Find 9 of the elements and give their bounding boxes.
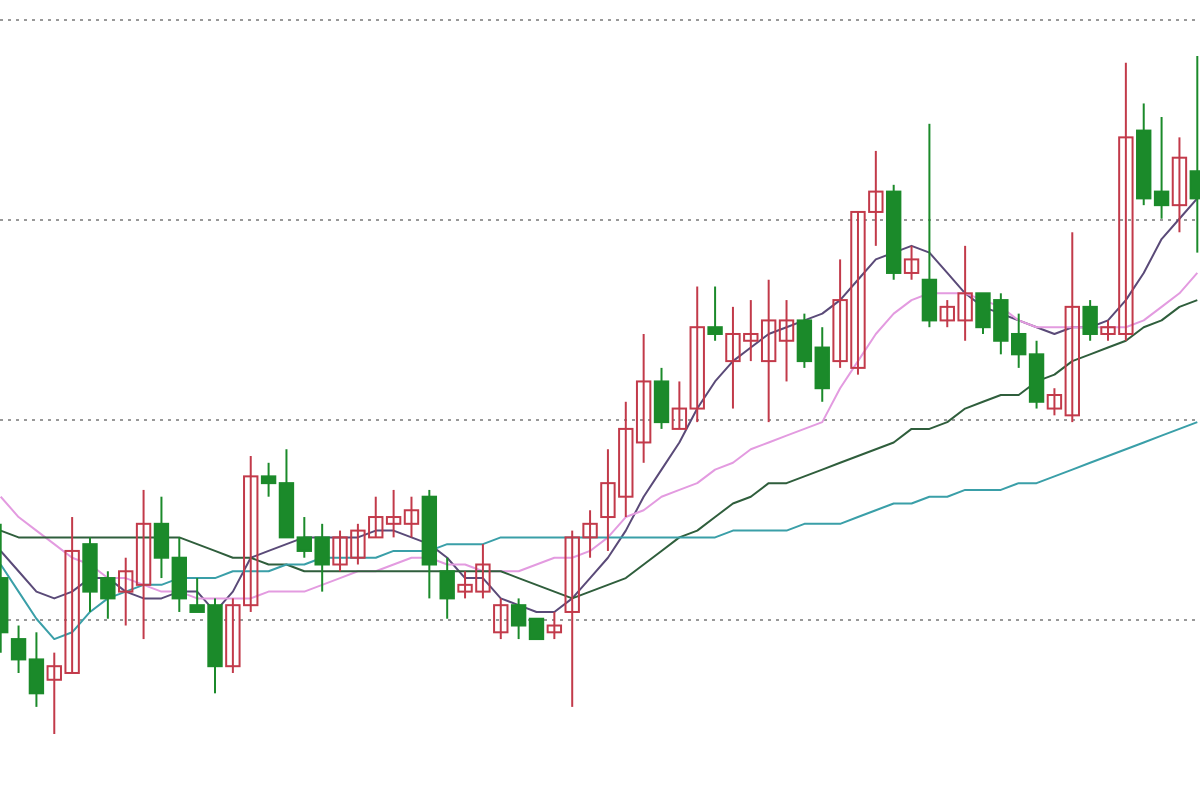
- candlestick: [546, 610, 563, 641]
- candlestick: [653, 366, 670, 430]
- candlestick: [493, 597, 509, 641]
- candlestick: [707, 285, 723, 342]
- candlestick: [439, 556, 455, 620]
- candlestick: [903, 244, 920, 281]
- candlestick: [921, 122, 938, 329]
- candlestick: [1082, 299, 1098, 342]
- candlestick: [1171, 136, 1188, 234]
